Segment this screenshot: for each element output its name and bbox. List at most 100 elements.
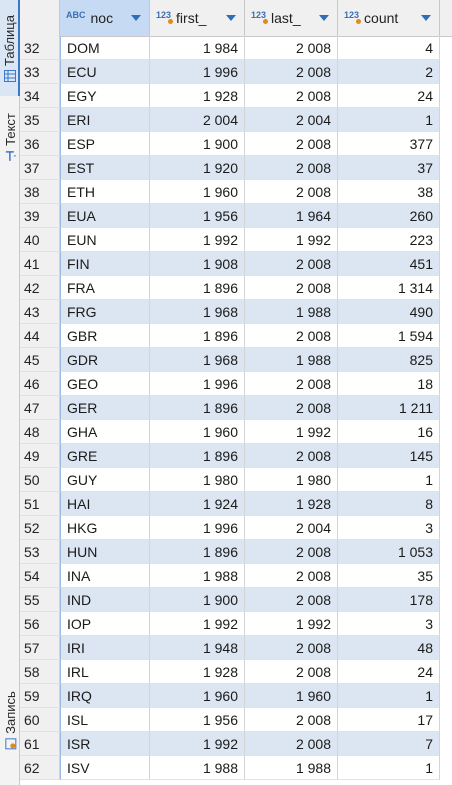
count-cell[interactable]: 2 [338,60,440,84]
count-cell[interactable]: 825 [338,348,440,372]
row-number-cell[interactable]: 59 [20,684,60,708]
filter-arrow-icon[interactable] [131,15,141,21]
last-cell[interactable]: 1 988 [245,756,338,780]
filter-arrow-icon[interactable] [421,15,431,21]
row-number-cell[interactable]: 60 [20,708,60,732]
table-row[interactable]: 48 GHA 1 960 1 992 16 [20,420,452,444]
count-cell[interactable]: 1 211 [338,396,440,420]
last-cell[interactable]: 2 008 [245,372,338,396]
noc-cell[interactable]: IRI [60,636,150,660]
first-cell[interactable]: 1 956 [150,204,245,228]
first-cell[interactable]: 1 908 [150,252,245,276]
noc-cell[interactable]: IRL [60,660,150,684]
last-cell[interactable]: 2 004 [245,108,338,132]
table-row[interactable]: 51 HAI 1 924 1 928 8 [20,492,452,516]
count-cell[interactable]: 18 [338,372,440,396]
last-cell[interactable]: 1 960 [245,684,338,708]
noc-cell[interactable]: GBR [60,324,150,348]
first-cell[interactable]: 1 896 [150,396,245,420]
table-row[interactable]: 47 GER 1 896 2 008 1 211 [20,396,452,420]
count-cell[interactable]: 37 [338,156,440,180]
row-number-cell[interactable]: 44 [20,324,60,348]
table-row[interactable]: 36 ESP 1 900 2 008 377 [20,132,452,156]
row-number-cell[interactable]: 56 [20,612,60,636]
noc-cell[interactable]: HUN [60,540,150,564]
table-row[interactable]: 56 IOP 1 992 1 992 3 [20,612,452,636]
row-number-cell[interactable]: 62 [20,756,60,780]
row-number-cell[interactable]: 61 [20,732,60,756]
noc-cell[interactable]: DOM [60,36,150,60]
noc-cell[interactable]: IOP [60,612,150,636]
noc-cell[interactable]: GUY [60,468,150,492]
row-number-cell[interactable]: 39 [20,204,60,228]
row-number-cell[interactable]: 41 [20,252,60,276]
last-cell[interactable]: 1 992 [245,612,338,636]
table-row[interactable]: 57 IRI 1 948 2 008 48 [20,636,452,660]
first-cell[interactable]: 1 924 [150,492,245,516]
noc-cell[interactable]: ERI [60,108,150,132]
count-cell[interactable]: 178 [338,588,440,612]
first-cell[interactable]: 1 988 [150,756,245,780]
first-cell[interactable]: 1 928 [150,84,245,108]
row-number-cell[interactable]: 55 [20,588,60,612]
table-row[interactable]: 58 IRL 1 928 2 008 24 [20,660,452,684]
table-row[interactable]: 55 IND 1 900 2 008 178 [20,588,452,612]
table-row[interactable]: 37 EST 1 920 2 008 37 [20,156,452,180]
noc-cell[interactable]: FRG [60,300,150,324]
first-cell[interactable]: 1 996 [150,372,245,396]
last-cell[interactable]: 2 008 [245,588,338,612]
filter-arrow-icon[interactable] [226,15,236,21]
row-number-cell[interactable]: 38 [20,180,60,204]
first-cell[interactable]: 1 968 [150,300,245,324]
last-cell[interactable]: 1 980 [245,468,338,492]
first-cell[interactable]: 1 960 [150,180,245,204]
count-cell[interactable]: 1 [338,468,440,492]
first-cell[interactable]: 1 992 [150,732,245,756]
table-row[interactable]: 46 GEO 1 996 2 008 18 [20,372,452,396]
row-number-cell[interactable]: 47 [20,396,60,420]
first-cell[interactable]: 1 896 [150,324,245,348]
last-cell[interactable]: 1 992 [245,420,338,444]
last-cell[interactable]: 1 992 [245,228,338,252]
noc-cell[interactable]: GER [60,396,150,420]
last-cell[interactable]: 2 008 [245,564,338,588]
table-row[interactable]: 52 HKG 1 996 2 004 3 [20,516,452,540]
noc-cell[interactable]: EUA [60,204,150,228]
row-number-cell[interactable]: 54 [20,564,60,588]
first-cell[interactable]: 2 004 [150,108,245,132]
noc-cell[interactable]: GRE [60,444,150,468]
noc-cell[interactable]: GHA [60,420,150,444]
row-number-cell[interactable]: 45 [20,348,60,372]
last-cell[interactable]: 2 008 [245,180,338,204]
count-cell[interactable]: 260 [338,204,440,228]
noc-cell[interactable]: ECU [60,60,150,84]
table-row[interactable]: 62 ISV 1 988 1 988 1 [20,756,452,780]
count-cell[interactable]: 223 [338,228,440,252]
first-cell[interactable]: 1 960 [150,420,245,444]
count-cell[interactable]: 38 [338,180,440,204]
count-cell[interactable]: 35 [338,564,440,588]
last-cell[interactable]: 2 008 [245,660,338,684]
row-number-cell[interactable]: 52 [20,516,60,540]
last-cell[interactable]: 1 988 [245,300,338,324]
first-cell[interactable]: 1 996 [150,516,245,540]
table-row[interactable]: 33 ECU 1 996 2 008 2 [20,60,452,84]
row-number-cell[interactable]: 34 [20,84,60,108]
last-cell[interactable]: 1 964 [245,204,338,228]
row-number-cell[interactable]: 35 [20,108,60,132]
first-cell[interactable]: 1 896 [150,444,245,468]
first-cell[interactable]: 1 992 [150,228,245,252]
first-cell[interactable]: 1 928 [150,660,245,684]
noc-cell[interactable]: FRA [60,276,150,300]
count-cell[interactable]: 1 594 [338,324,440,348]
count-cell[interactable]: 16 [338,420,440,444]
row-number-cell[interactable]: 53 [20,540,60,564]
last-cell[interactable]: 1 928 [245,492,338,516]
noc-cell[interactable]: EUN [60,228,150,252]
row-number-cell[interactable]: 50 [20,468,60,492]
count-cell[interactable]: 1 [338,684,440,708]
count-cell[interactable]: 145 [338,444,440,468]
last-cell[interactable]: 2 008 [245,84,338,108]
row-number-cell[interactable]: 42 [20,276,60,300]
noc-cell[interactable]: ISV [60,756,150,780]
